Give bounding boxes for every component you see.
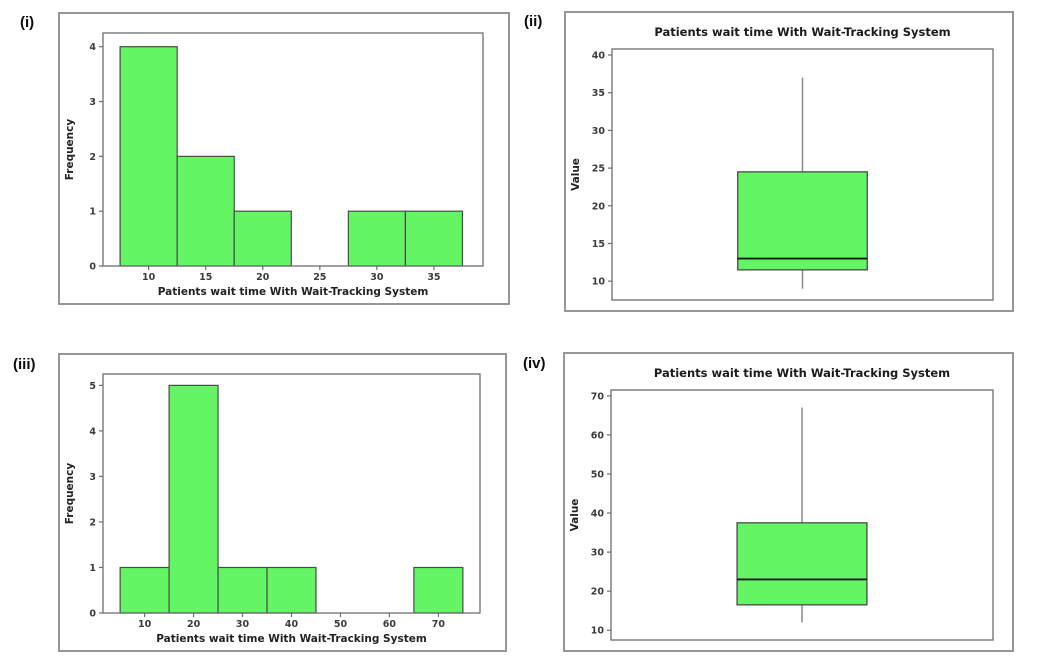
- svg-text:1: 1: [89, 563, 96, 574]
- svg-text:3: 3: [89, 97, 96, 108]
- svg-text:0: 0: [89, 262, 96, 273]
- boxplot-ii-canvas: 10 15 20 25 30 35 40 Patients wait time With Wa…: [570, 25, 994, 301]
- svg-text:35: 35: [427, 272, 440, 283]
- svg-text:25: 25: [592, 164, 605, 175]
- svg-text:30: 30: [592, 126, 606, 137]
- svg-text:Frequency: Frequency: [64, 463, 76, 525]
- svg-text:10: 10: [138, 619, 152, 630]
- panel-histogram-i: 10 15 20 25 30 35 0 1 2 3 4 Patients wait time With…: [58, 12, 510, 305]
- svg-text:40: 40: [592, 51, 606, 62]
- svg-text:20: 20: [187, 619, 201, 630]
- svg-text:15: 15: [199, 272, 212, 283]
- svg-text:4: 4: [89, 426, 96, 437]
- histogram-iii-canvas: 10 20 30 40 50 60 70 0 1 2 3 4 5 Patients wait time W…: [64, 373, 481, 645]
- svg-text:2: 2: [89, 517, 96, 528]
- svg-text:2: 2: [89, 152, 96, 163]
- svg-text:Patients wait time With Wait-T: Patients wait time With Wait-Tracking Sy…: [158, 286, 429, 298]
- histogram-i-canvas: 10 15 20 25 30 35 0 1 2 3 4 Patients wait time With…: [64, 32, 484, 298]
- svg-text:15: 15: [592, 239, 605, 250]
- svg-text:60: 60: [383, 619, 397, 630]
- svg-text:Value: Value: [570, 158, 582, 191]
- svg-text:70: 70: [591, 391, 605, 402]
- figure-label-i: (i): [20, 14, 35, 31]
- figure-label-iii: (iii): [13, 356, 36, 373]
- svg-text:1: 1: [89, 207, 96, 218]
- figure-label-ii: (ii): [524, 13, 543, 30]
- panel-boxplot-iv: 10 20 30 40 50 60 70 Patients wait time With Wa…: [563, 352, 1014, 652]
- svg-text:50: 50: [591, 469, 605, 480]
- svg-text:Value: Value: [569, 499, 581, 532]
- svg-text:50: 50: [334, 619, 348, 630]
- svg-text:Patients wait time With Wait-T: Patients wait time With Wait-Tracking Sy…: [156, 633, 427, 645]
- svg-text:10: 10: [142, 272, 156, 283]
- svg-text:40: 40: [285, 619, 299, 630]
- svg-text:3: 3: [89, 472, 96, 483]
- svg-text:5: 5: [89, 381, 96, 392]
- svg-text:10: 10: [592, 277, 606, 288]
- boxplot-iv-canvas: 10 20 30 40 50 60 70 Patients wait time With Wa…: [569, 366, 994, 641]
- svg-text:20: 20: [256, 272, 270, 283]
- figure-label-iv: (iv): [523, 355, 546, 372]
- svg-text:60: 60: [591, 430, 605, 441]
- svg-text:20: 20: [592, 201, 606, 212]
- svg-text:30: 30: [236, 619, 250, 630]
- panel-histogram-iii: 10 20 30 40 50 60 70 0 1 2 3 4 5 Patients wait time W…: [58, 353, 507, 652]
- svg-text:30: 30: [370, 272, 384, 283]
- svg-text:40: 40: [591, 509, 605, 520]
- svg-text:Frequency: Frequency: [64, 119, 76, 181]
- svg-text:30: 30: [591, 548, 605, 559]
- svg-text:70: 70: [432, 619, 446, 630]
- svg-text:0: 0: [89, 609, 96, 620]
- svg-text:20: 20: [591, 587, 605, 598]
- svg-text:4: 4: [89, 42, 96, 53]
- svg-text:Patients wait time With Wait-T: Patients wait time With Wait-Tracking Sy…: [654, 366, 950, 380]
- svg-text:Patients wait time With Wait-T: Patients wait time With Wait-Tracking Sy…: [654, 25, 950, 39]
- svg-text:25: 25: [313, 272, 326, 283]
- panel-boxplot-ii: 10 15 20 25 30 35 40 Patients wait time With Wa…: [564, 11, 1014, 312]
- svg-text:10: 10: [591, 626, 605, 637]
- svg-text:35: 35: [592, 88, 605, 99]
